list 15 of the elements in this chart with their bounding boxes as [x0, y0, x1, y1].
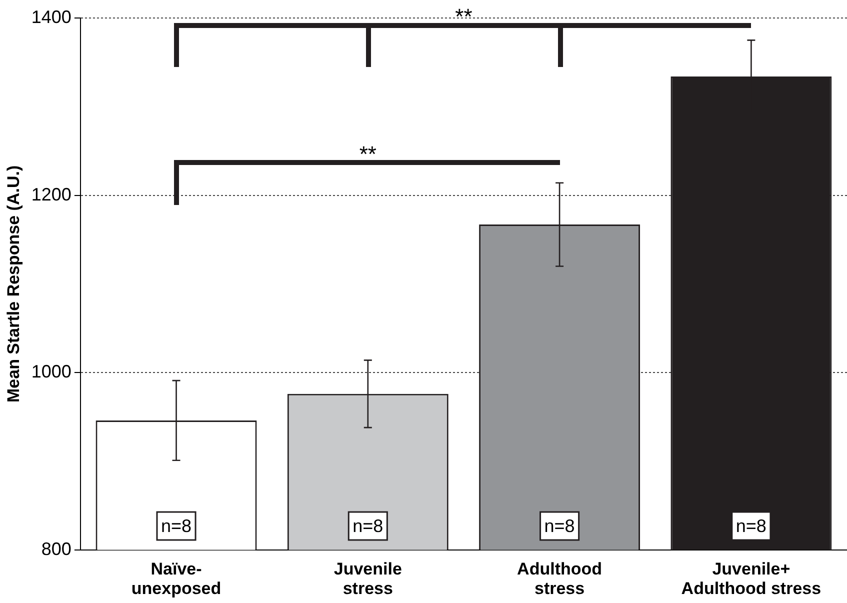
x-tick-label: Adulthood stress: [517, 559, 602, 598]
annotation: **: [455, 4, 473, 30]
annotation: n=8: [736, 516, 766, 536]
y-tick-label: 1400: [31, 6, 72, 27]
y-tick-label: 800: [41, 538, 72, 559]
annotation: **: [359, 141, 377, 166]
x-tick-label: Naïve- unexposed: [131, 559, 222, 598]
annotation: n=8: [160, 516, 192, 536]
y-tick-label: 1000: [31, 362, 72, 382]
y-axis-title: Mean Startle Response (A.U.): [4, 165, 23, 403]
annotation: n=8: [544, 516, 575, 536]
annotation: n=8: [352, 516, 384, 536]
x-tick-label: Juvenile stress: [334, 559, 402, 598]
x-tick-label: Juvenile+ Adulthood stress: [681, 559, 822, 598]
y-tick-label: 1200: [31, 184, 72, 204]
